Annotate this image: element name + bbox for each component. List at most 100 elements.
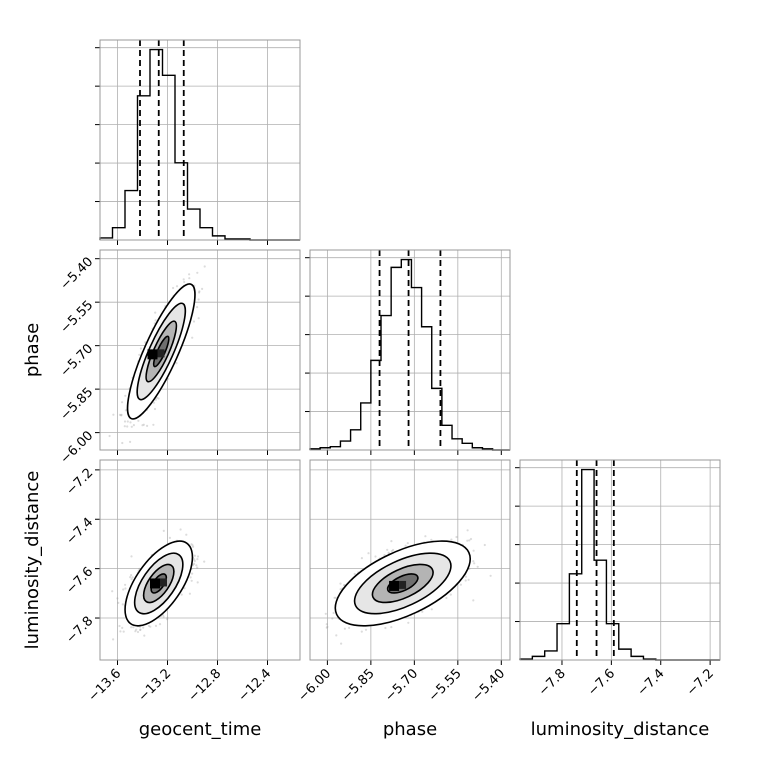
sample-point (180, 593, 183, 596)
y-tick-label-luminosity_distance: −7.4 (63, 515, 96, 548)
density-peak (150, 578, 160, 589)
sample-point (122, 630, 125, 633)
sample-point (108, 434, 111, 438)
sample-point (152, 401, 156, 404)
sample-point (387, 551, 390, 554)
sample-point (179, 528, 182, 531)
sample-point (472, 560, 475, 563)
sample-point (124, 409, 127, 412)
sample-point (131, 576, 134, 579)
x-tick-label-luminosity_distance: −7.2 (684, 666, 717, 699)
sample-point (154, 319, 157, 322)
sample-point (197, 298, 200, 301)
sample-point (129, 440, 132, 443)
sample-point (339, 582, 342, 585)
sample-point (406, 542, 409, 545)
sample-point (191, 544, 194, 547)
sample-point (197, 317, 200, 320)
sample-point (152, 423, 155, 426)
sample-point (473, 562, 476, 565)
density-peak (160, 578, 167, 587)
sample-point (196, 566, 199, 569)
sample-point (188, 592, 191, 595)
x-tick-label-phase: −5.55 (426, 666, 465, 705)
sample-point (367, 552, 370, 555)
sample-point (390, 540, 393, 543)
sample-point (172, 286, 175, 290)
sample-point (168, 536, 171, 540)
sample-point (188, 273, 191, 276)
sample-point (185, 533, 188, 536)
sample-point (353, 572, 356, 576)
x-tick-label-luminosity_distance: −7.6 (585, 666, 618, 699)
sample-point (472, 549, 475, 552)
sample-point (191, 336, 194, 339)
density-peak (399, 580, 407, 589)
sample-point (430, 538, 433, 542)
sample-point (175, 285, 179, 288)
sample-point (386, 548, 389, 551)
sample-point (162, 615, 165, 618)
sample-point (390, 626, 393, 629)
y-tick-label-luminosity_distance: −7.8 (63, 614, 96, 647)
x-axis-label-geocent_time: geocent_time (139, 719, 262, 740)
sample-point (139, 347, 142, 350)
histogram-luminosity_distance (519, 468, 720, 661)
sample-point (166, 616, 169, 619)
sample-point (118, 624, 121, 628)
x-axis-label-luminosity_distance: luminosity_distance (531, 719, 710, 740)
x-tick-label-geocent_time: −12.8 (186, 666, 225, 705)
sample-point (383, 554, 386, 557)
sample-point (332, 611, 335, 615)
sample-point (466, 539, 469, 542)
sample-point (121, 441, 124, 445)
y-tick-label-phase: −5.55 (58, 298, 97, 337)
sample-point (384, 626, 387, 630)
sample-point (112, 413, 115, 416)
x-tick-label-phase: −5.85 (339, 666, 378, 705)
sample-point (390, 550, 393, 553)
sample-point (111, 590, 114, 593)
panel-geocent_time-luminosity_distance (95, 459, 301, 665)
panel-content (108, 265, 206, 445)
sample-point (467, 578, 470, 581)
sample-point (189, 576, 192, 579)
sample-point (130, 574, 133, 577)
panel-phase-luminosity_distance (309, 459, 511, 665)
panel-frame (99, 39, 301, 241)
sample-point (196, 271, 199, 274)
sample-point (193, 562, 196, 566)
sample-point (334, 596, 337, 599)
sample-point (162, 529, 165, 533)
y-axis-label-phase: phase (22, 323, 43, 377)
sample-point (138, 353, 141, 356)
sample-point (118, 413, 122, 416)
panel-geocent_time-phase (95, 249, 301, 455)
sample-point (135, 628, 138, 631)
sample-point (195, 564, 198, 567)
x-tick-label-geocent_time: −13.6 (86, 666, 125, 705)
sample-point (472, 599, 475, 602)
sample-point (183, 280, 186, 284)
sample-point (333, 596, 336, 599)
sample-point (343, 627, 346, 630)
sample-point (157, 397, 160, 400)
sample-point (340, 642, 343, 645)
histogram-phase (309, 258, 510, 451)
panel-frame (309, 249, 511, 451)
sample-point (483, 543, 486, 547)
sample-point (343, 584, 346, 587)
sample-point (112, 638, 115, 641)
density-peak (157, 349, 165, 358)
sample-point (196, 555, 200, 558)
sample-point (153, 407, 157, 411)
panel-content (111, 528, 206, 641)
sample-point (325, 623, 328, 626)
x-tick-label-luminosity_distance: −7.8 (536, 666, 569, 699)
sample-point (121, 603, 124, 606)
panel-frame (99, 249, 301, 451)
y-tick-label-luminosity_distance: −7.2 (63, 466, 96, 499)
sample-point (126, 420, 129, 423)
sample-point (130, 626, 133, 629)
sample-point (182, 278, 185, 281)
